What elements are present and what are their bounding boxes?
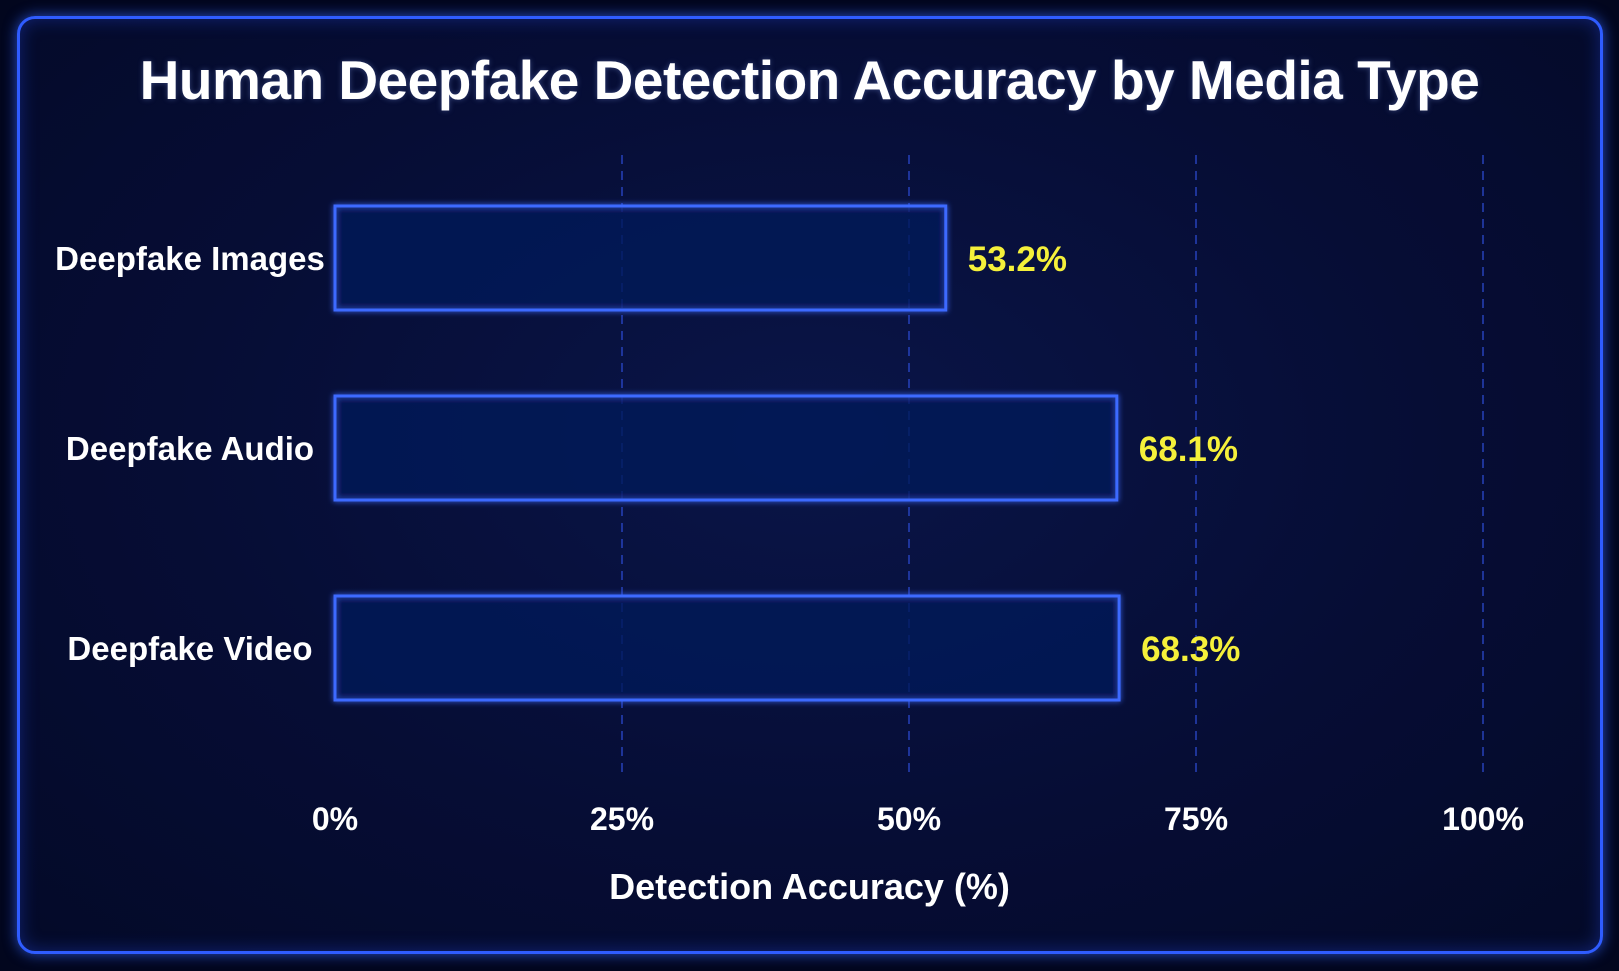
x-tick-label: 100%: [1442, 801, 1524, 837]
x-tick-label: 75%: [1164, 801, 1228, 837]
x-axis-title: Detection Accuracy (%): [609, 866, 1010, 907]
data-label: 53.2%: [968, 240, 1067, 279]
y-category-label: Deepfake Images: [55, 240, 325, 277]
data-label: 68.3%: [1141, 630, 1240, 669]
bar: [333, 594, 1121, 702]
data-label: 68.1%: [1139, 430, 1238, 469]
chart-title: Human Deepfake Detection Accuracy by Med…: [139, 49, 1480, 111]
labels: 0% 25% 50% 75% 100% Deepfake Images 53.2% Deepf…: [55, 240, 1524, 837]
x-tick-label: 0%: [312, 801, 358, 837]
y-category-label: Deepfake Audio: [66, 430, 314, 467]
bars: [333, 204, 1121, 702]
x-tick-label: 25%: [590, 801, 654, 837]
bar: [333, 204, 948, 312]
y-category-label: Deepfake Video: [67, 630, 312, 667]
x-tick-label: 50%: [877, 801, 941, 837]
bar: [333, 394, 1119, 502]
